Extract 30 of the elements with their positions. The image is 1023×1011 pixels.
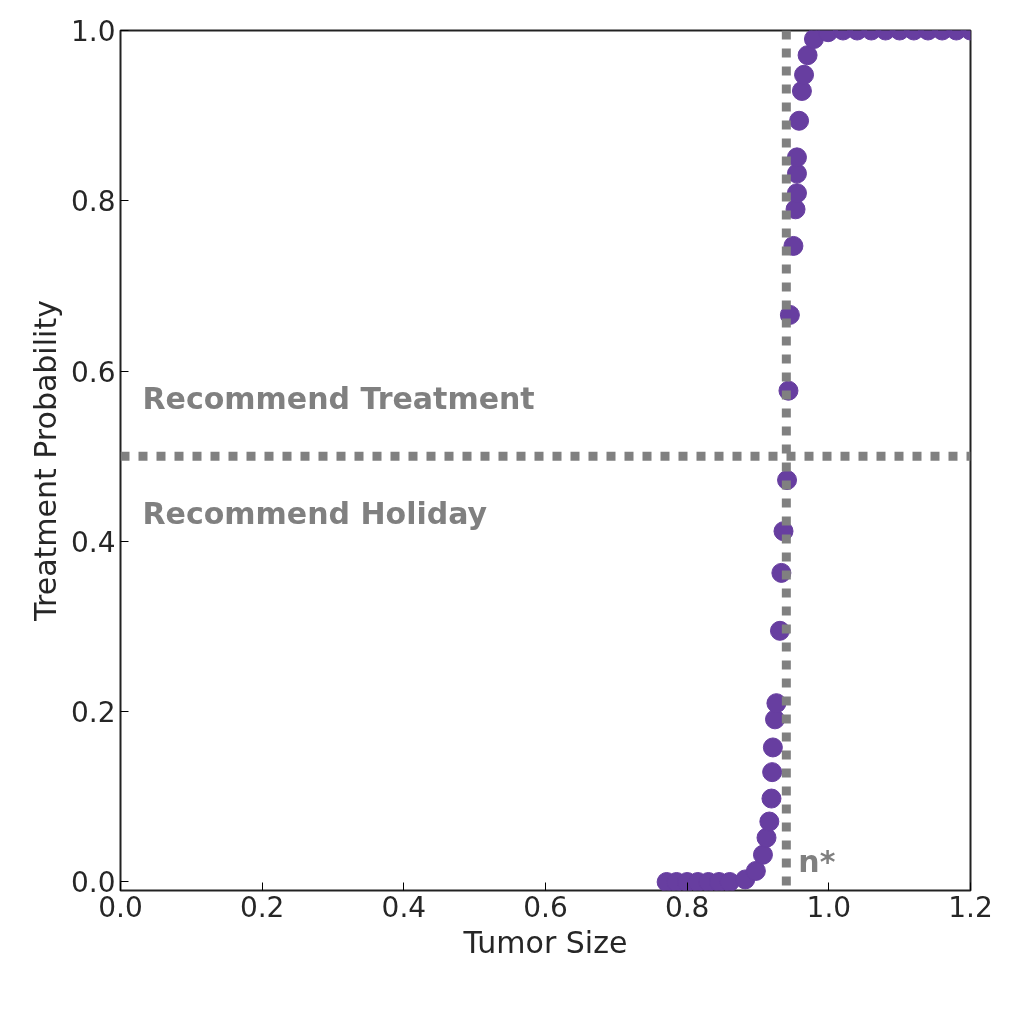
y-tick-label: 0.4 xyxy=(70,525,116,559)
point xyxy=(789,110,810,131)
point xyxy=(762,762,783,783)
x-tick-label: 1.2 xyxy=(948,890,993,924)
point xyxy=(797,45,818,66)
point xyxy=(756,827,777,848)
x-tick-label: 0.6 xyxy=(523,890,568,924)
x-tick-label: 0.8 xyxy=(664,890,710,924)
y-axis-title: Treatment Probability xyxy=(27,300,63,622)
point xyxy=(803,30,824,49)
x-tick-label: 0.2 xyxy=(239,890,285,924)
point xyxy=(761,788,782,809)
point xyxy=(794,64,815,85)
x-axis-title: Tumor Size xyxy=(462,924,628,960)
y-tick-label: 0.8 xyxy=(70,185,116,219)
y-tick-label: 0.6 xyxy=(70,355,116,389)
y-tick-label: 0.2 xyxy=(70,696,116,730)
point xyxy=(791,80,812,101)
point xyxy=(752,844,773,865)
x-tick-label: 0.4 xyxy=(381,890,427,924)
x-tick-label: 1.0 xyxy=(806,890,852,924)
annotation: Recommend Holiday xyxy=(142,496,488,532)
point xyxy=(745,860,766,881)
point xyxy=(762,737,783,758)
y-tick-label: 1.0 xyxy=(70,15,116,48)
point xyxy=(786,147,807,168)
annotation: Recommend Treatment xyxy=(142,381,535,417)
ref-line-label: n* xyxy=(798,843,836,879)
point xyxy=(759,811,780,832)
point xyxy=(786,183,807,204)
